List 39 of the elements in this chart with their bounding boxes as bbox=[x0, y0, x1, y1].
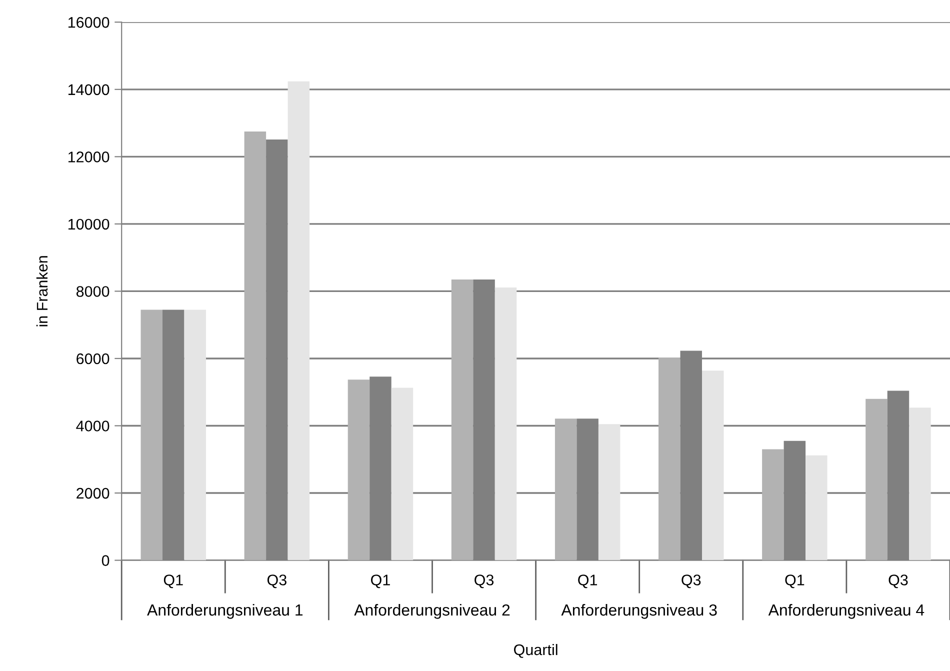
bar bbox=[348, 380, 370, 560]
x-tick-label: Q3 bbox=[267, 574, 286, 588]
bar bbox=[554, 418, 577, 560]
text: Anforderungsniveau 3 bbox=[561, 604, 717, 619]
bar bbox=[762, 449, 784, 560]
bar bbox=[658, 357, 680, 560]
y-tick-label: 12000 bbox=[68, 152, 110, 162]
x-tick-label: Q1 bbox=[164, 574, 183, 588]
bar bbox=[494, 288, 517, 560]
text: Anforderungsniveau 2 bbox=[354, 604, 510, 619]
y-tick-label: 0 bbox=[102, 555, 110, 566]
y-tick-label: 8000 bbox=[76, 286, 110, 297]
bar bbox=[866, 398, 888, 560]
bar bbox=[909, 408, 931, 560]
x-tick-label: Q3 bbox=[888, 574, 908, 588]
x-tick-label: Q1 bbox=[578, 574, 598, 588]
x-tick-label: Q3 bbox=[682, 574, 701, 588]
bar bbox=[288, 81, 310, 560]
bar bbox=[391, 388, 414, 560]
y-tick-label: 6000 bbox=[76, 353, 110, 364]
bar bbox=[184, 310, 206, 560]
y-tick-label: 16000 bbox=[68, 17, 110, 28]
text: Anforderungsniveau 4 bbox=[768, 604, 924, 619]
x-axis-title: Quartil bbox=[514, 644, 558, 658]
x-tick-label: Q3 bbox=[474, 574, 494, 588]
bar bbox=[702, 370, 724, 560]
y-tick-label: 14000 bbox=[68, 84, 110, 96]
x-tick-label: Q1 bbox=[785, 574, 804, 588]
bar bbox=[451, 279, 474, 560]
bar bbox=[140, 310, 162, 560]
y-axis-title: in Franken bbox=[36, 256, 48, 326]
y-tick-label: 4000 bbox=[76, 420, 110, 432]
bar bbox=[806, 455, 828, 560]
x-tick-label: Q1 bbox=[371, 574, 390, 588]
bar bbox=[244, 131, 266, 560]
bar bbox=[598, 424, 620, 560]
text: Anforderungsniveau 1 bbox=[147, 604, 303, 619]
y-tick-label: 10000 bbox=[68, 218, 110, 230]
y-tick-label: 2000 bbox=[76, 488, 110, 499]
